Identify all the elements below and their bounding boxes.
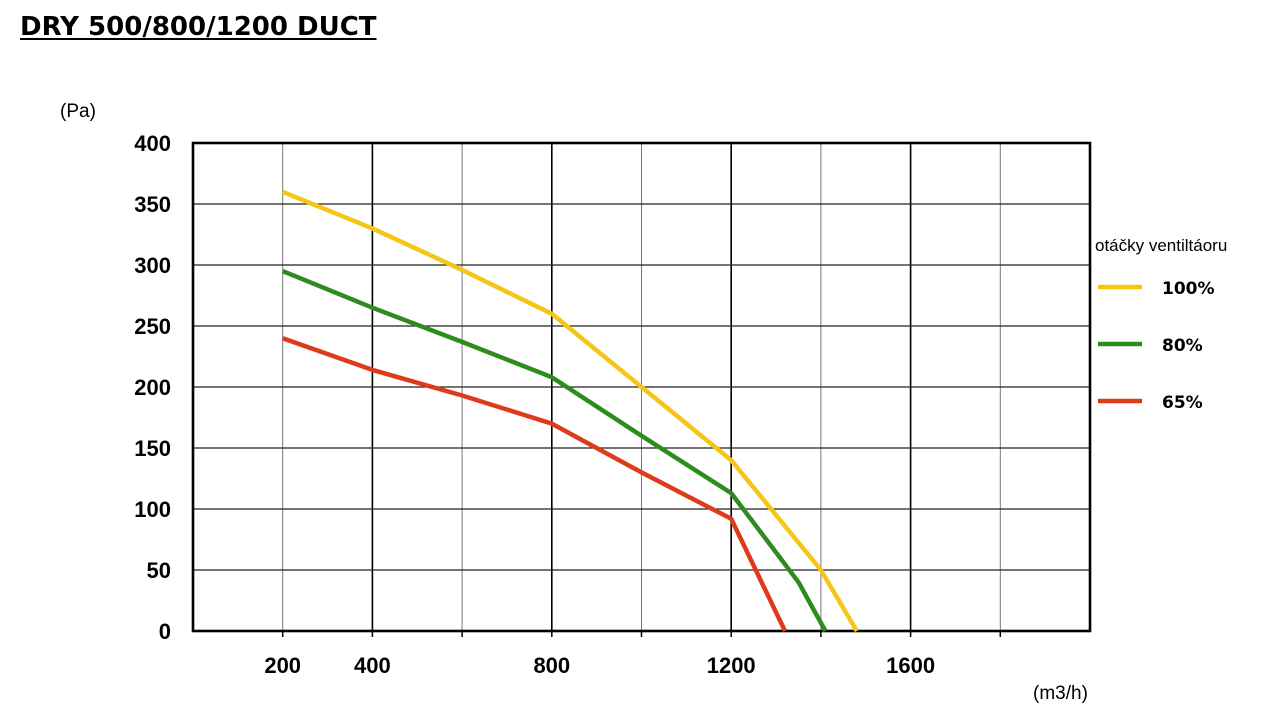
series-line-100pct	[283, 192, 857, 631]
x-tick-label: 400	[354, 653, 391, 678]
y-tick-label: 250	[134, 314, 171, 339]
x-tick-label: 1200	[707, 653, 756, 678]
x-tick-label: 200	[264, 653, 301, 678]
series-line-80pct	[283, 271, 826, 631]
y-tick-label: 100	[134, 497, 171, 522]
y-axis-label: (Pa)	[60, 101, 96, 122]
legend: otáčky ventiltáoru 100% 80% 65%	[1095, 236, 1227, 413]
x-tick-labels: 200 400 800 1200 1600	[264, 653, 935, 678]
y-tick-labels: 0 50 100 150 200 250 300 350 400	[134, 131, 171, 644]
y-tick-label: 50	[147, 558, 171, 583]
legend-label: 100%	[1162, 279, 1215, 299]
legend-label: 65%	[1162, 393, 1203, 413]
series-line-65pct	[283, 338, 785, 631]
y-tick-label: 350	[134, 192, 171, 217]
x-tick-label: 1600	[886, 653, 935, 678]
y-tick-label: 300	[134, 253, 171, 278]
y-tick-label: 200	[134, 375, 171, 400]
y-tick-label: 400	[134, 131, 171, 156]
x-axis-label: (m3/h)	[1033, 683, 1088, 704]
legend-title: otáčky ventiltáoru	[1095, 236, 1227, 255]
x-tick-label: 800	[533, 653, 570, 678]
y-tick-label: 0	[159, 619, 171, 644]
y-tick-label: 150	[134, 436, 171, 461]
legend-label: 80%	[1162, 336, 1203, 356]
series-lines	[283, 192, 857, 631]
